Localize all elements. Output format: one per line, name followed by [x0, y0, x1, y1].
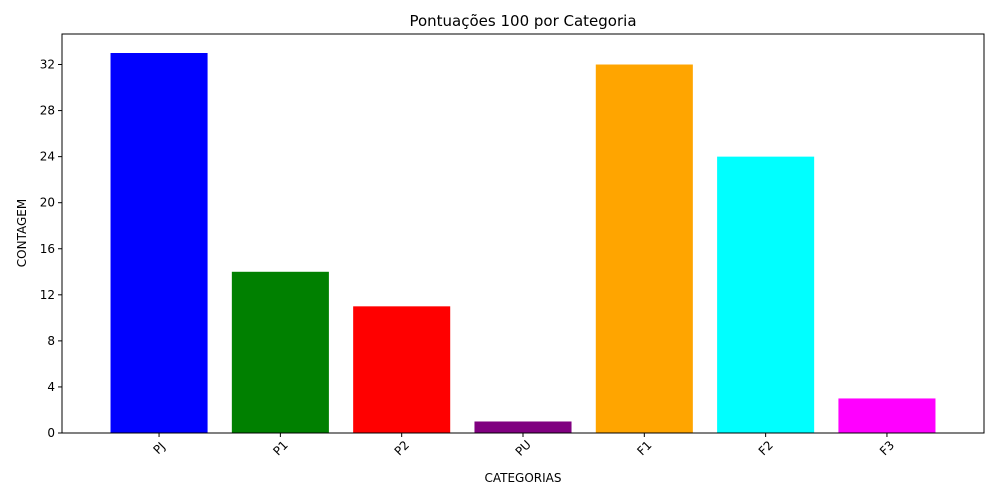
y-tick-label: 20: [40, 196, 55, 210]
bar-f1: [595, 64, 693, 434]
y-tick-label: 0: [47, 426, 55, 440]
x-axis-ticks: PJ P1 P2 PU F1 F2 F3: [150, 433, 897, 459]
y-tick-label: 8: [47, 334, 55, 348]
y-tick-label: 16: [40, 242, 55, 256]
x-tick-label-p1: P1: [270, 438, 290, 458]
y-tick-label: 24: [40, 150, 55, 164]
x-tick-label-pj: PJ: [150, 439, 168, 457]
x-tick-label-p2: P2: [392, 438, 412, 458]
y-axis-label: CONTAGEM: [15, 199, 29, 267]
y-axis-ticks: 0 4 8 12 16 20 24 28 32: [40, 58, 62, 440]
x-axis-label: CATEGORIAS: [484, 471, 561, 485]
x-tick-label-f1: F1: [634, 438, 654, 458]
y-tick-label: 4: [47, 380, 55, 394]
bar-f2: [717, 156, 815, 434]
x-tick-label-f2: F2: [756, 438, 776, 458]
y-tick-label: 28: [40, 104, 55, 118]
y-tick-label: 32: [40, 58, 55, 72]
bar-p2: [353, 306, 451, 433]
bar-pu: [474, 421, 572, 433]
bars-group: [110, 53, 936, 434]
chart-title: Pontuações 100 por Categoria: [409, 12, 636, 30]
plot-frame: [61, 33, 985, 434]
bar-pj: [110, 53, 208, 433]
y-tick-label: 12: [40, 288, 55, 302]
x-tick-label-f3: F3: [877, 438, 897, 458]
bar-p1: [231, 271, 329, 433]
bar-f3: [838, 398, 936, 433]
x-tick-label-pu: PU: [513, 438, 534, 459]
